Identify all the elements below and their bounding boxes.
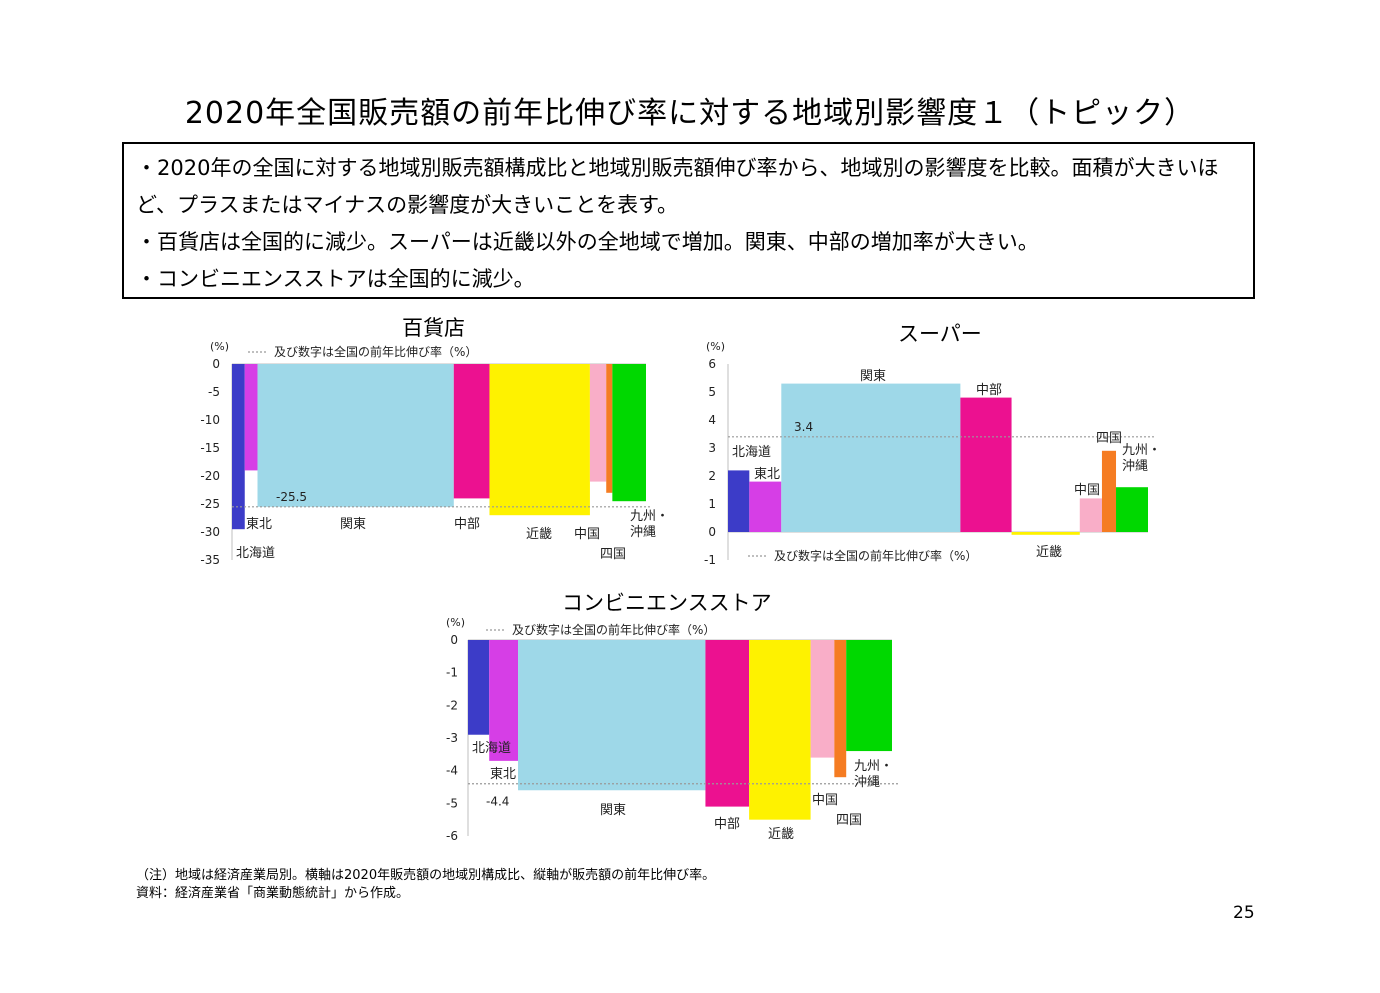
region-label: 中部 xyxy=(714,817,740,832)
region-label: 近畿 xyxy=(1036,545,1062,560)
chart-convenience-store: (%) 0 -1 -2 -3 -4 -5 -6 -4.4 及び数字は全国の前年比伸び率（%） 北海道… xyxy=(446,616,898,843)
region-label: 北海道 xyxy=(236,546,275,561)
y-tick-label: 6 xyxy=(708,357,716,371)
y-tick-label: -10 xyxy=(200,413,220,427)
region-label: 四国 xyxy=(1096,431,1122,446)
bar-3 xyxy=(453,364,490,499)
chart-title-convenience-store: コンビニエンスストア xyxy=(562,591,772,615)
y-tick-label: -5 xyxy=(208,385,220,399)
reference-value-label: -4.4 xyxy=(486,795,509,809)
legend-label: 及び数字は全国の前年比伸び率（%） xyxy=(512,622,715,637)
chart-title-supermarket: スーパー xyxy=(898,322,982,346)
region-label: 中国 xyxy=(1074,483,1100,498)
y-tick-label: -1 xyxy=(704,553,716,567)
legend-label: 及び数字は全国の前年比伸び率（%） xyxy=(274,344,477,359)
bar-5 xyxy=(810,640,835,758)
page-title: 2020年全国販売額の前年比伸び率に対する地域別影響度１（トピック） xyxy=(184,96,1196,131)
bar-4 xyxy=(749,640,811,820)
summary-bullet: ・コンビニエンスストアは全国的に減少。 xyxy=(136,267,535,291)
region-label: 中国 xyxy=(812,793,838,808)
region-label: 関東 xyxy=(600,802,626,818)
bar-5 xyxy=(1079,498,1102,532)
reference-value-label: 3.4 xyxy=(794,420,813,434)
region-label: 九州・ xyxy=(854,759,893,774)
region-label: 北海道 xyxy=(732,445,771,460)
y-tick-label: 2 xyxy=(708,469,716,483)
region-label: 関東 xyxy=(860,368,886,384)
unit-label: (%) xyxy=(446,616,465,629)
unit-label: (%) xyxy=(706,340,725,353)
y-tick-label: 1 xyxy=(708,497,716,511)
region-label: 東北 xyxy=(246,516,272,532)
y-tick-label: -25 xyxy=(200,497,220,511)
y-tick-label: -15 xyxy=(200,441,220,455)
bar-5 xyxy=(589,364,607,482)
bar-1 xyxy=(749,481,782,532)
bar-7 xyxy=(846,640,892,752)
bar-1 xyxy=(489,640,519,761)
region-label: 中部 xyxy=(454,517,480,532)
region-label: 四国 xyxy=(600,547,626,562)
summary-box: ・2020年の全国に対する地域別販売額構成比と地域別販売額伸び率から、地域別の影… xyxy=(122,142,1255,299)
page-number: 25 xyxy=(1233,903,1255,923)
bar-4 xyxy=(489,364,590,516)
y-tick-label: 5 xyxy=(708,385,716,399)
region-label: 沖縄 xyxy=(630,525,656,540)
y-tick-label: -20 xyxy=(200,469,220,483)
y-tick-label: -35 xyxy=(200,553,220,567)
y-tick-label: 0 xyxy=(450,633,458,647)
y-tick-label: -30 xyxy=(200,525,220,539)
bar-2 xyxy=(781,383,961,532)
region-label: 近畿 xyxy=(526,527,552,542)
bar-7 xyxy=(612,364,646,502)
y-tick-label: -6 xyxy=(446,829,458,843)
y-tick-label: -5 xyxy=(446,796,458,810)
bar-3 xyxy=(705,640,750,807)
region-label: 中部 xyxy=(976,383,1002,398)
bar-2 xyxy=(518,640,706,791)
y-tick-label: 4 xyxy=(708,413,716,427)
bar-6 xyxy=(1101,450,1117,532)
chart-title-department-store: 百貨店 xyxy=(402,316,465,340)
chart-department-store: (%) 0 -5 -10 -15 -20 -25 -30 -35 -25.5 及び数字は全国の前年比… xyxy=(200,340,669,567)
source-note: 資料：経済産業省「商業動態統計」から作成。 xyxy=(136,886,410,901)
region-label: 東北 xyxy=(490,766,516,782)
y-tick-label: 3 xyxy=(708,441,716,455)
legend-label: 及び数字は全国の前年比伸び率（%） xyxy=(774,548,977,563)
summary-bullet: ・百貨店は全国的に減少。スーパーは近畿以外の全地域で増加。関東、中部の増加率が大… xyxy=(136,230,1039,254)
region-label: 関東 xyxy=(340,516,366,532)
y-tick-label: 0 xyxy=(212,357,220,371)
bar-0 xyxy=(232,364,245,530)
reference-value-label: -25.5 xyxy=(276,490,307,504)
region-label: 北海道 xyxy=(472,741,511,756)
bar-0 xyxy=(468,640,490,735)
unit-label: (%) xyxy=(210,340,229,353)
bar-3 xyxy=(960,397,1012,532)
region-label: 中国 xyxy=(574,527,600,542)
bar-1 xyxy=(244,364,258,471)
y-tick-label: -3 xyxy=(446,731,458,745)
y-tick-label: -1 xyxy=(446,666,458,680)
bar-2 xyxy=(257,364,454,507)
bar-6 xyxy=(834,640,847,778)
summary-bullet: ・2020年の全国に対する地域別販売額構成比と地域別販売額伸び率から、地域別の影… xyxy=(136,156,1219,217)
region-label: 東北 xyxy=(754,466,780,482)
bar-7 xyxy=(1116,487,1148,532)
bar-6 xyxy=(606,364,613,493)
y-tick-label: -2 xyxy=(446,698,458,712)
region-label: 沖縄 xyxy=(854,775,880,790)
y-tick-label: -4 xyxy=(446,764,458,778)
region-label: 九州・ xyxy=(1122,443,1161,458)
region-label: 沖縄 xyxy=(1122,459,1148,474)
bar-4 xyxy=(1011,532,1080,535)
region-label: 九州・ xyxy=(630,509,669,524)
footnote: （注）地域は経済産業局別。横軸は2020年販売額の地域別構成比、縦軸が販売額の前… xyxy=(136,868,716,883)
region-label: 近畿 xyxy=(768,827,794,842)
y-tick-label: 0 xyxy=(708,525,716,539)
region-label: 四国 xyxy=(836,813,862,828)
bar-0 xyxy=(728,470,750,532)
